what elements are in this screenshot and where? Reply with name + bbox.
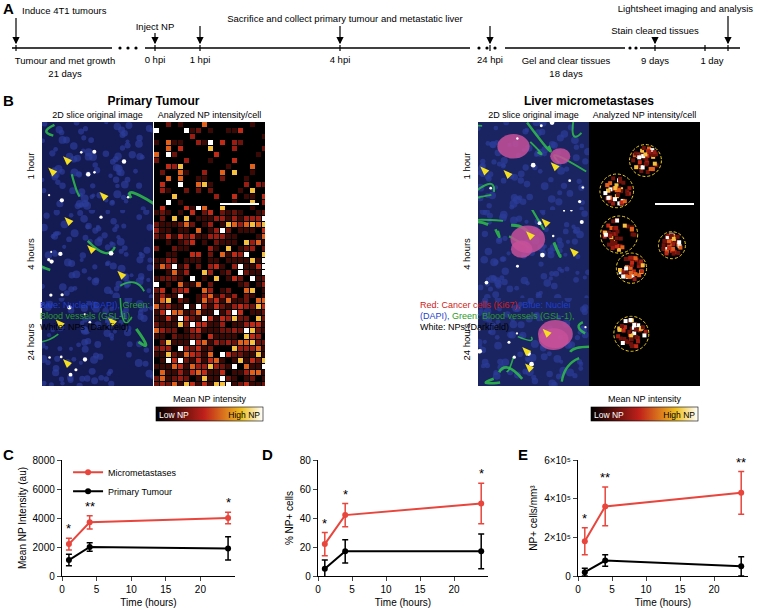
svg-text:8000: 8000	[33, 455, 56, 466]
svg-text:Tumour and met growth: Tumour and met growth	[15, 55, 116, 66]
svg-text:20: 20	[300, 542, 312, 553]
svg-text:2×10⁵: 2×10⁵	[544, 532, 571, 543]
svg-text:15: 15	[674, 584, 686, 595]
svg-text:Time (hours): Time (hours)	[375, 597, 431, 608]
svg-text:Stain cleared tissues: Stain cleared tissues	[611, 25, 699, 36]
svg-text:9 days: 9 days	[641, 55, 669, 66]
svg-text:80: 80	[300, 455, 312, 466]
svg-text:10: 10	[640, 584, 652, 595]
html-text:White: NPs (Darkfield): White: NPs (Darkfield)	[40, 322, 129, 332]
svg-text:20: 20	[448, 584, 460, 595]
svg-text:Low NP: Low NP	[159, 410, 189, 420]
svg-text:Primary Tumour: Primary Tumour	[108, 94, 200, 108]
svg-text:*: *	[66, 521, 71, 536]
svg-text:*: *	[226, 495, 231, 510]
svg-text:Mean NP intensity: Mean NP intensity	[173, 394, 246, 404]
html-text:D: D	[262, 446, 273, 463]
svg-text:*: *	[479, 466, 484, 481]
svg-text:Sacrifice and collect primary: Sacrifice and collect primary tumour and…	[227, 13, 462, 24]
svg-text:NP+ cells/mm³: NP+ cells/mm³	[528, 485, 539, 551]
svg-text:4000: 4000	[33, 513, 56, 524]
svg-text:1 hour: 1 hour	[25, 153, 36, 180]
svg-text:60: 60	[300, 484, 312, 495]
svg-text:Gel and clear tissues: Gel and clear tissues	[522, 55, 611, 66]
svg-text:4 hours: 4 hours	[25, 238, 36, 270]
svg-text:**: **	[600, 470, 610, 485]
html-text:E: E	[518, 446, 528, 463]
svg-text:20: 20	[195, 584, 207, 595]
svg-text:5: 5	[94, 584, 100, 595]
html-text:Blue: Nuclei (DAPI), Green: Bl: Blue: Nuclei (DAPI), Green: Blood vessel…	[40, 300, 150, 321]
html-text:Red: Cancer cells (Ki67), Blue: Red: Cancer cells (Ki67), Blue: Nuclei (…	[420, 300, 575, 321]
svg-text:2D slice original image: 2D slice original image	[52, 110, 143, 120]
svg-text:0: 0	[59, 584, 65, 595]
html-text:C: C	[3, 446, 14, 463]
svg-text:Low NP: Low NP	[594, 410, 624, 420]
svg-text:*: *	[322, 516, 327, 531]
svg-text:20: 20	[708, 584, 720, 595]
svg-text:High NP: High NP	[228, 410, 260, 420]
svg-text:15: 15	[160, 584, 172, 595]
svg-text:5: 5	[349, 584, 355, 595]
svg-text:15: 15	[414, 584, 426, 595]
svg-text:Primary Tumour: Primary Tumour	[108, 487, 172, 497]
svg-text:21 days: 21 days	[48, 68, 82, 79]
svg-text:High NP: High NP	[663, 410, 695, 420]
svg-text:Time (hours): Time (hours)	[120, 597, 176, 608]
svg-text:10: 10	[126, 584, 138, 595]
svg-text:24 hpi: 24 hpi	[477, 54, 503, 65]
svg-text:Liver micrometastases: Liver micrometastases	[524, 94, 654, 108]
svg-text:4 hpi: 4 hpi	[330, 54, 351, 65]
svg-text:Induce 4T1 tumours: Induce 4T1 tumours	[22, 5, 107, 16]
svg-text:2000: 2000	[33, 542, 56, 553]
svg-text:10: 10	[380, 584, 392, 595]
svg-text:1 hpi: 1 hpi	[190, 54, 211, 65]
svg-text:% NP+ cells: % NP+ cells	[284, 491, 295, 545]
svg-text:**: **	[736, 455, 746, 470]
svg-text:B: B	[3, 92, 14, 109]
svg-text:A: A	[3, 0, 14, 17]
svg-text:Lightsheet imaging and analysi: Lightsheet imaging and analysis	[618, 3, 753, 14]
svg-text:24 hours: 24 hours	[25, 323, 36, 360]
svg-text:*: *	[582, 511, 587, 526]
svg-text:4 hours: 4 hours	[461, 238, 472, 270]
svg-text:6×10⁵: 6×10⁵	[544, 455, 571, 466]
svg-text:Analyzed NP intensity/cell: Analyzed NP intensity/cell	[158, 110, 261, 120]
svg-text:0: 0	[49, 571, 55, 582]
svg-text:0: 0	[315, 584, 321, 595]
svg-text:0 hpi: 0 hpi	[145, 54, 166, 65]
svg-text:*: *	[343, 487, 348, 502]
svg-text:Inject NP: Inject NP	[136, 21, 175, 32]
svg-text:0: 0	[305, 571, 311, 582]
svg-text:Mean NP intensity: Mean NP intensity	[608, 394, 681, 404]
svg-text:2D slice original image: 2D slice original image	[488, 110, 579, 120]
svg-text:1 hour: 1 hour	[461, 153, 472, 180]
svg-text:40: 40	[300, 513, 312, 524]
html-text:White: NPs (Darkfield): White: NPs (Darkfield)	[420, 322, 509, 332]
svg-text:Time (hours): Time (hours)	[635, 597, 691, 608]
svg-text:4×10⁵: 4×10⁵	[544, 493, 571, 504]
svg-text:Micrometastases: Micrometastases	[108, 468, 177, 478]
svg-text:**: **	[85, 499, 95, 514]
svg-text:24 hours: 24 hours	[461, 323, 472, 361]
svg-text:0: 0	[565, 571, 571, 582]
svg-text:5: 5	[609, 584, 615, 595]
svg-text:18 days: 18 days	[549, 68, 583, 79]
svg-text:6000: 6000	[33, 484, 56, 495]
svg-text:Mean NP Intensity (au): Mean NP Intensity (au)	[17, 467, 28, 569]
svg-text:1 day: 1 day	[700, 55, 723, 66]
svg-text:Analyzed NP intensity/cell: Analyzed NP intensity/cell	[593, 110, 696, 120]
svg-text:0: 0	[575, 584, 581, 595]
